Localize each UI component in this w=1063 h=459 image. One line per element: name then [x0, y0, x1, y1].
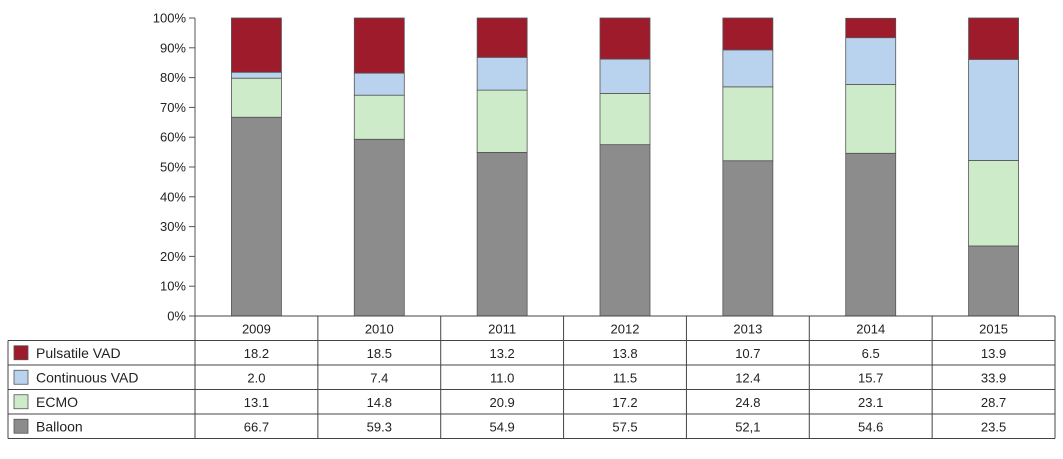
bar-segment-continuous-vad — [845, 37, 897, 85]
data-label: 66.7 — [244, 419, 269, 434]
bar-segment-balloon — [353, 138, 405, 317]
x-tick-label: 2015 — [979, 321, 1008, 336]
y-tick-label: 60% — [160, 130, 186, 145]
y-tick-label: 70% — [160, 100, 186, 115]
data-label: 17.2 — [612, 395, 637, 410]
y-tick-label: 10% — [160, 279, 186, 294]
y-tick-label: 0% — [167, 309, 186, 324]
bar-segment-ecmo — [722, 86, 774, 162]
legend-label: Continuous VAD — [36, 369, 138, 385]
x-tick-label: 2013 — [733, 321, 762, 336]
x-tick-label: 2011 — [488, 321, 516, 336]
x-tick-label: 2009 — [242, 321, 271, 336]
x-tick-label: 2014 — [856, 321, 885, 336]
data-label: 6.5 — [862, 346, 880, 361]
legend-label: Pulsatile VAD — [36, 345, 121, 361]
bar-segment-ecmo — [476, 89, 528, 153]
bar-segment-balloon — [476, 151, 528, 317]
bar-segment-continuous-vad — [968, 59, 1019, 161]
bar-segment-pulsatile-vad — [231, 17, 282, 73]
data-label: 20.9 — [489, 395, 514, 410]
bar-segment-balloon — [845, 152, 897, 317]
y-tick-label: 100% — [153, 11, 187, 26]
bar-segment-balloon — [231, 116, 282, 317]
data-label: 18.5 — [367, 346, 392, 361]
legend-swatch-pulsatile-vad — [13, 345, 29, 361]
data-label: 13.9 — [981, 346, 1006, 361]
legend-label: ECMO — [36, 394, 78, 410]
y-tick-label: 40% — [160, 189, 186, 204]
legend-swatch-ecmo — [13, 394, 29, 410]
x-tick-label: 2010 — [365, 321, 394, 336]
bar-segment-pulsatile-vad — [599, 17, 651, 60]
y-tick-label: 30% — [160, 219, 186, 234]
data-label: 54.9 — [489, 419, 514, 434]
data-label: 13.1 — [244, 395, 269, 410]
data-label: 18.2 — [244, 346, 269, 361]
data-label: 33.9 — [981, 370, 1006, 385]
data-label: 10.7 — [735, 346, 760, 361]
data-label: 7.4 — [370, 370, 388, 385]
bar-segment-continuous-vad — [231, 71, 282, 79]
legend-label: Balloon — [36, 418, 83, 434]
bar-segment-pulsatile-vad — [722, 17, 774, 51]
y-axis: 0% 10% 20% 30% 40% 50% 60% 70% 80% 90% 100% — [153, 11, 196, 324]
data-label: 57.5 — [612, 419, 637, 434]
y-tick-label: 50% — [160, 160, 186, 175]
bars — [231, 17, 1019, 317]
data-label: 54.6 — [858, 419, 883, 434]
bar-segment-ecmo — [231, 77, 282, 118]
data-label: 59.3 — [367, 419, 392, 434]
bar-segment-ecmo — [845, 84, 897, 154]
data-label: 15.7 — [858, 370, 883, 385]
bar-segment-balloon — [722, 160, 774, 317]
bar-segment-continuous-vad — [599, 58, 651, 94]
y-tick-label: 20% — [160, 249, 186, 264]
bar-segment-pulsatile-vad — [968, 17, 1019, 60]
y-tick-label: 80% — [160, 70, 186, 85]
bar-segment-continuous-vad — [722, 49, 774, 88]
bar-segment-continuous-vad — [353, 72, 405, 96]
bar-segment-ecmo — [599, 92, 651, 146]
bar-segment-pulsatile-vad — [353, 17, 405, 74]
data-label: 13.8 — [612, 346, 637, 361]
data-label: 11.5 — [613, 370, 637, 385]
data-label: 12.4 — [735, 370, 760, 385]
bar-segment-balloon — [968, 245, 1019, 317]
x-tick-label: 2012 — [611, 321, 640, 336]
bar-segment-pulsatile-vad — [845, 17, 897, 39]
data-label: 23.5 — [981, 419, 1006, 434]
bar-segment-balloon — [599, 144, 651, 317]
bar-segment-continuous-vad — [476, 56, 528, 91]
data-label: 52,1 — [735, 419, 760, 434]
legend-swatch-continuous-vad — [13, 369, 29, 385]
bar-segment-ecmo — [968, 160, 1019, 247]
data-label: 11.0 — [490, 370, 514, 385]
data-label: 28.7 — [981, 395, 1006, 410]
data-label: 24.8 — [735, 395, 760, 410]
data-label: 23.1 — [858, 395, 883, 410]
data-label: 2.0 — [247, 370, 265, 385]
bar-segment-pulsatile-vad — [476, 17, 528, 58]
bar-segment-ecmo — [353, 94, 405, 140]
data-label: 13.2 — [489, 346, 514, 361]
legend-swatch-balloon — [13, 418, 29, 434]
y-tick-label: 90% — [160, 40, 186, 55]
data-label: 14.8 — [367, 395, 392, 410]
data-table: 2009 2010 2011 2012 2013 2014 2015 Pulsatile VA… — [7, 315, 1056, 439]
